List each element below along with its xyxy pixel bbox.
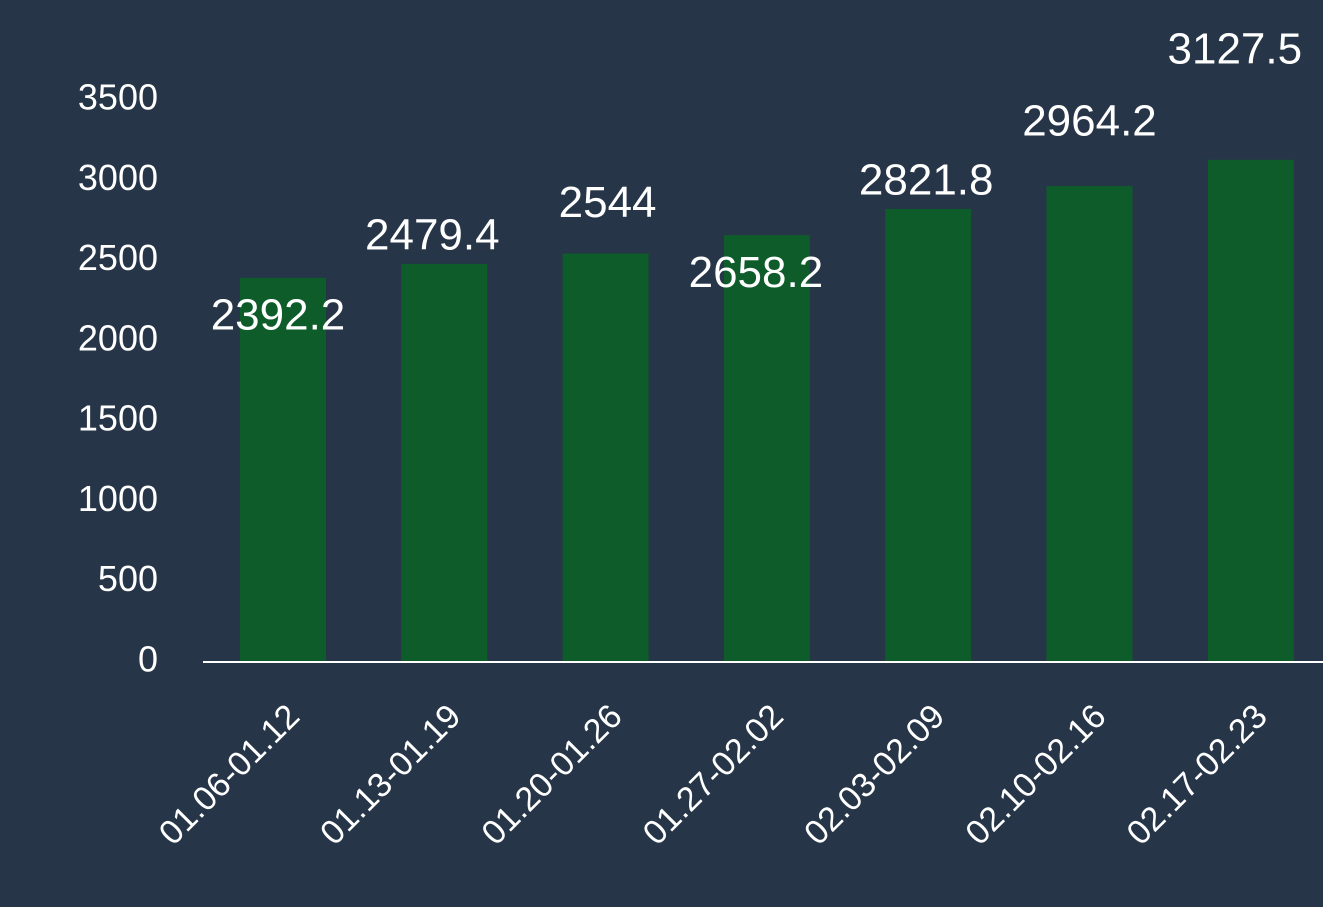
- y-tick-label: 500: [98, 558, 158, 599]
- y-tick-label: 0: [138, 639, 158, 680]
- bar: [401, 263, 488, 662]
- bar: [723, 235, 810, 663]
- y-tick-label: 1500: [78, 398, 158, 439]
- bar: [562, 253, 649, 662]
- bar: [240, 277, 326, 662]
- y-tick-label: 3000: [78, 157, 158, 198]
- data-label: 2544: [559, 178, 657, 227]
- data-label: 2658.2: [689, 248, 824, 297]
- bar: [885, 208, 972, 662]
- data-label: 3127.5: [1168, 24, 1303, 73]
- bar: [1207, 159, 1294, 662]
- data-label: 2392.2: [211, 291, 346, 340]
- y-tick-label: 1000: [78, 478, 158, 519]
- y-tick-label: 2500: [78, 237, 158, 278]
- data-label: 2821.8: [859, 156, 994, 205]
- y-tick-label: 2000: [78, 317, 158, 358]
- data-label: 2479.4: [365, 211, 500, 260]
- bar: [1046, 186, 1133, 662]
- y-tick-label: 3500: [78, 77, 158, 118]
- data-label: 2964.2: [1022, 97, 1157, 146]
